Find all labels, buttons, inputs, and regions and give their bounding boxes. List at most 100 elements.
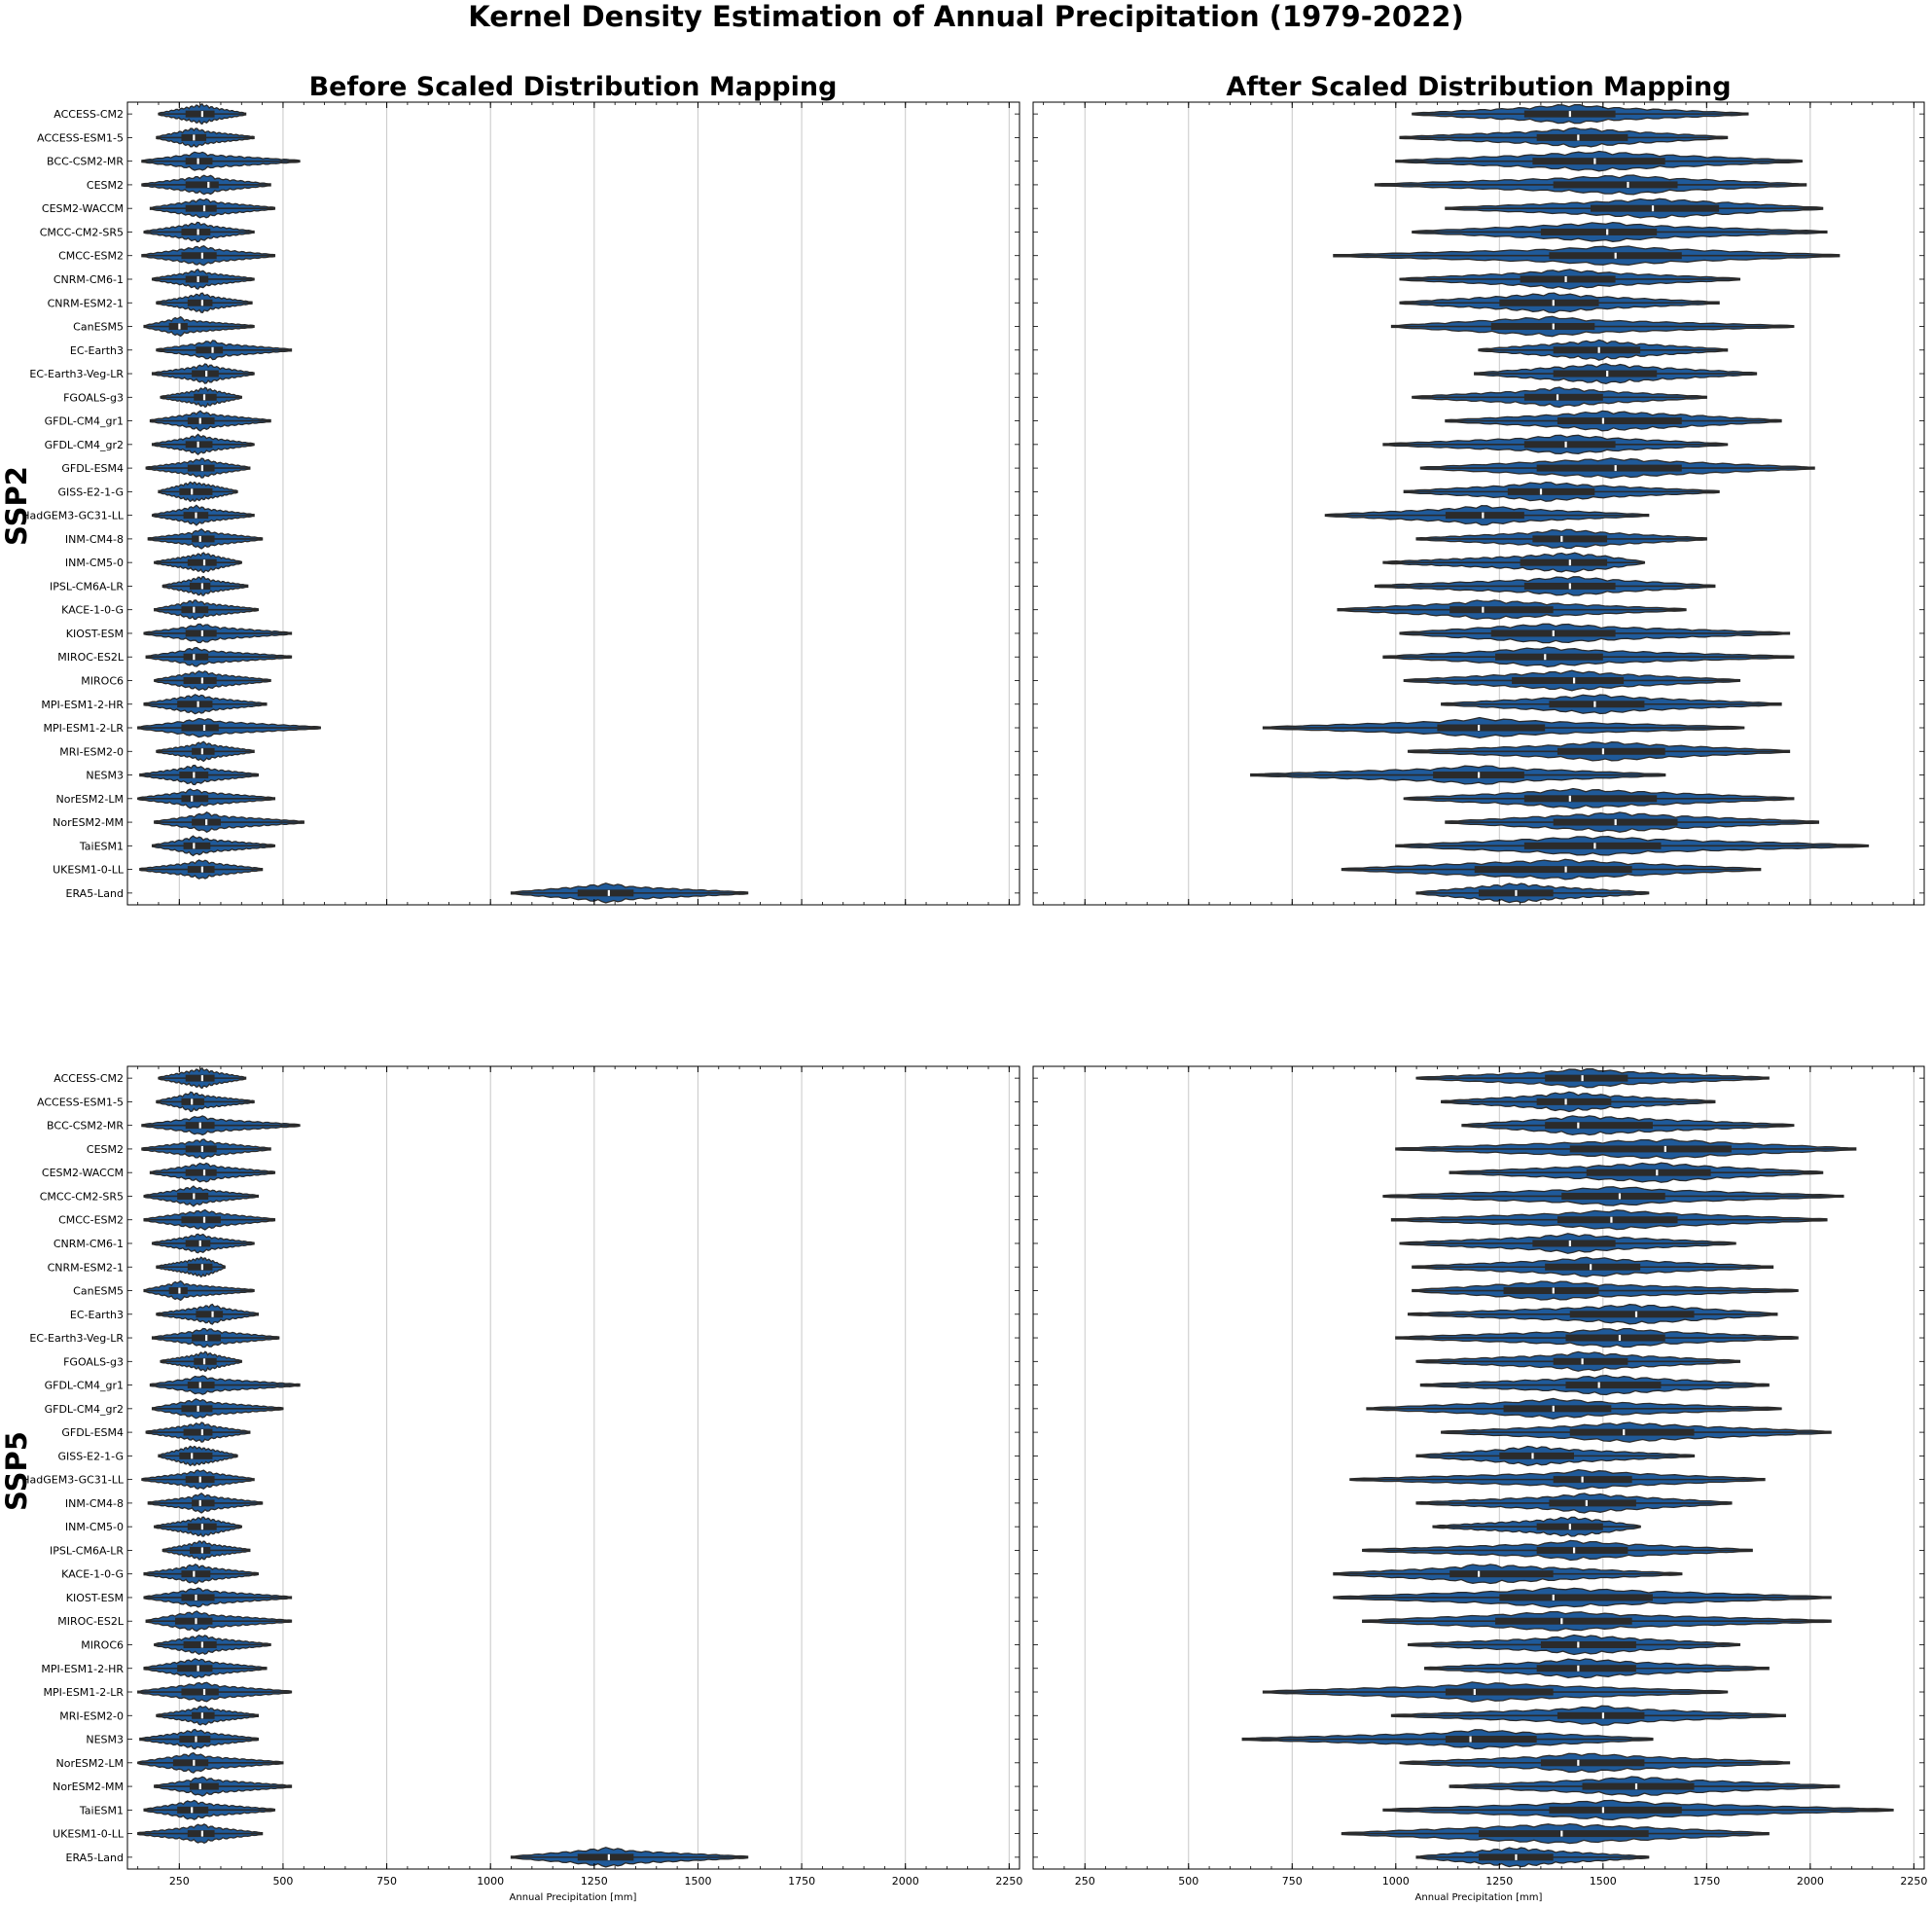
violin-median xyxy=(202,205,206,212)
violin-box xyxy=(192,1499,215,1507)
violin-median xyxy=(202,1169,206,1176)
violin-median xyxy=(1581,1075,1584,1082)
violin-box xyxy=(177,1665,213,1672)
violin-box xyxy=(1556,1216,1678,1224)
category-label: MPI-ESM1-2-HR xyxy=(41,1663,124,1675)
violin-box xyxy=(1553,1476,1632,1484)
violin-box xyxy=(192,535,215,543)
violin-box xyxy=(1540,1759,1645,1767)
violin-box xyxy=(168,323,188,331)
violin-box xyxy=(1540,228,1658,235)
violin-box xyxy=(1536,1546,1628,1554)
violin-box xyxy=(1532,535,1608,543)
violin-median xyxy=(1515,1853,1518,1860)
violin-box xyxy=(1523,795,1658,803)
violin-box xyxy=(185,1074,215,1082)
category-label: INM-CM5-0 xyxy=(65,557,124,569)
violin-box xyxy=(1549,1806,1682,1814)
x-tick-label: 750 xyxy=(1282,1875,1303,1888)
violin-median xyxy=(200,1524,203,1530)
category-label: NESM3 xyxy=(86,770,124,782)
violin-box xyxy=(177,701,213,708)
violin-median xyxy=(205,1335,208,1342)
violin-box xyxy=(1495,1617,1632,1625)
violin-median xyxy=(1601,1807,1605,1814)
violin-median xyxy=(193,1570,196,1577)
violin-median xyxy=(1515,889,1518,896)
violin-median xyxy=(1469,1736,1472,1743)
violin-box xyxy=(1556,417,1682,425)
violin-median xyxy=(1577,1122,1580,1129)
violin-median xyxy=(202,1216,206,1223)
violin-median xyxy=(191,488,194,495)
plot-frame xyxy=(126,101,1020,906)
category-label: CanESM5 xyxy=(73,1285,124,1298)
category-label: ACCESS-CM2 xyxy=(54,1072,124,1085)
violin-median xyxy=(202,394,206,401)
x-tick-label: 500 xyxy=(272,1875,293,1888)
violin-median xyxy=(202,559,206,566)
violin-box xyxy=(1545,1074,1628,1082)
category-label: EC-Earth3 xyxy=(70,344,124,357)
violin-median xyxy=(200,677,203,684)
violin-median xyxy=(197,701,199,707)
violin-box xyxy=(1449,606,1554,614)
x-tick-label: 250 xyxy=(169,1875,190,1888)
violin-median xyxy=(1618,1335,1622,1342)
category-label: ACCESS-ESM1-5 xyxy=(37,131,124,144)
violin-median xyxy=(1581,1358,1584,1365)
violin-box xyxy=(185,1169,217,1176)
category-label: BCC-CSM2-MR xyxy=(47,1120,124,1133)
row-label-ssp2: SSP2 xyxy=(0,466,33,546)
category-label: CESM2-WACCM xyxy=(42,1167,124,1179)
violin-box xyxy=(1549,701,1645,708)
violin-median xyxy=(1634,1783,1638,1790)
violin-box xyxy=(1553,346,1641,354)
violin-median xyxy=(200,1641,203,1648)
violin-median xyxy=(178,1287,181,1294)
category-label: IPSL-CM6A-LR xyxy=(50,580,124,593)
violin-median xyxy=(1581,1476,1584,1483)
category-label: BCC-CSM2-MR xyxy=(47,156,124,168)
violin-median xyxy=(1560,1618,1563,1625)
violin-median xyxy=(200,629,203,636)
violin-box xyxy=(183,1428,213,1436)
x-tick-label: 1500 xyxy=(1590,1875,1617,1888)
violin-box xyxy=(185,181,219,189)
violin-median xyxy=(1577,1641,1580,1648)
category-label: MIROC6 xyxy=(81,674,124,687)
x-tick-label: 500 xyxy=(1178,1875,1199,1888)
violin-box xyxy=(183,653,209,661)
violin-median xyxy=(195,1594,197,1600)
violin-median xyxy=(1572,677,1576,684)
category-label: GISS-E2-1-G xyxy=(57,1450,124,1462)
violin-median xyxy=(1651,205,1655,212)
violin-median xyxy=(1552,1594,1555,1600)
violin-box xyxy=(1591,204,1720,212)
violin-box xyxy=(181,724,219,732)
violin-box xyxy=(192,370,219,378)
violin-box xyxy=(196,346,224,354)
category-label: MIROC6 xyxy=(81,1638,124,1651)
violin-median xyxy=(1560,535,1563,542)
x-tick-label: 750 xyxy=(376,1875,397,1888)
violin-median xyxy=(1577,1759,1580,1766)
violin-median xyxy=(198,1499,201,1506)
figure-title: Kernel Density Estimation of Annual Prec… xyxy=(468,0,1463,33)
violin-box xyxy=(189,1782,219,1790)
violin-box xyxy=(183,1640,217,1648)
violin-median xyxy=(1552,323,1555,330)
category-label: GFDL-CM4_gr1 xyxy=(45,415,124,428)
violin-box xyxy=(189,1546,211,1554)
category-label: KACE-1-0-G xyxy=(61,604,124,617)
category-label: INM-CM5-0 xyxy=(65,1521,124,1533)
violin-box xyxy=(1523,393,1603,401)
violin-median xyxy=(1560,1830,1563,1837)
violin-median xyxy=(178,323,181,330)
category-label: ERA5-Land xyxy=(66,1852,124,1864)
violin-box xyxy=(1499,1594,1653,1601)
x-tick-label: 250 xyxy=(1075,1875,1095,1888)
panel-ssp5-after: 250 500 750 1000 1250 1500 1750 2000 2250 xyxy=(1032,1065,1927,1888)
violin-median xyxy=(1568,583,1571,590)
violin-median xyxy=(193,134,196,141)
